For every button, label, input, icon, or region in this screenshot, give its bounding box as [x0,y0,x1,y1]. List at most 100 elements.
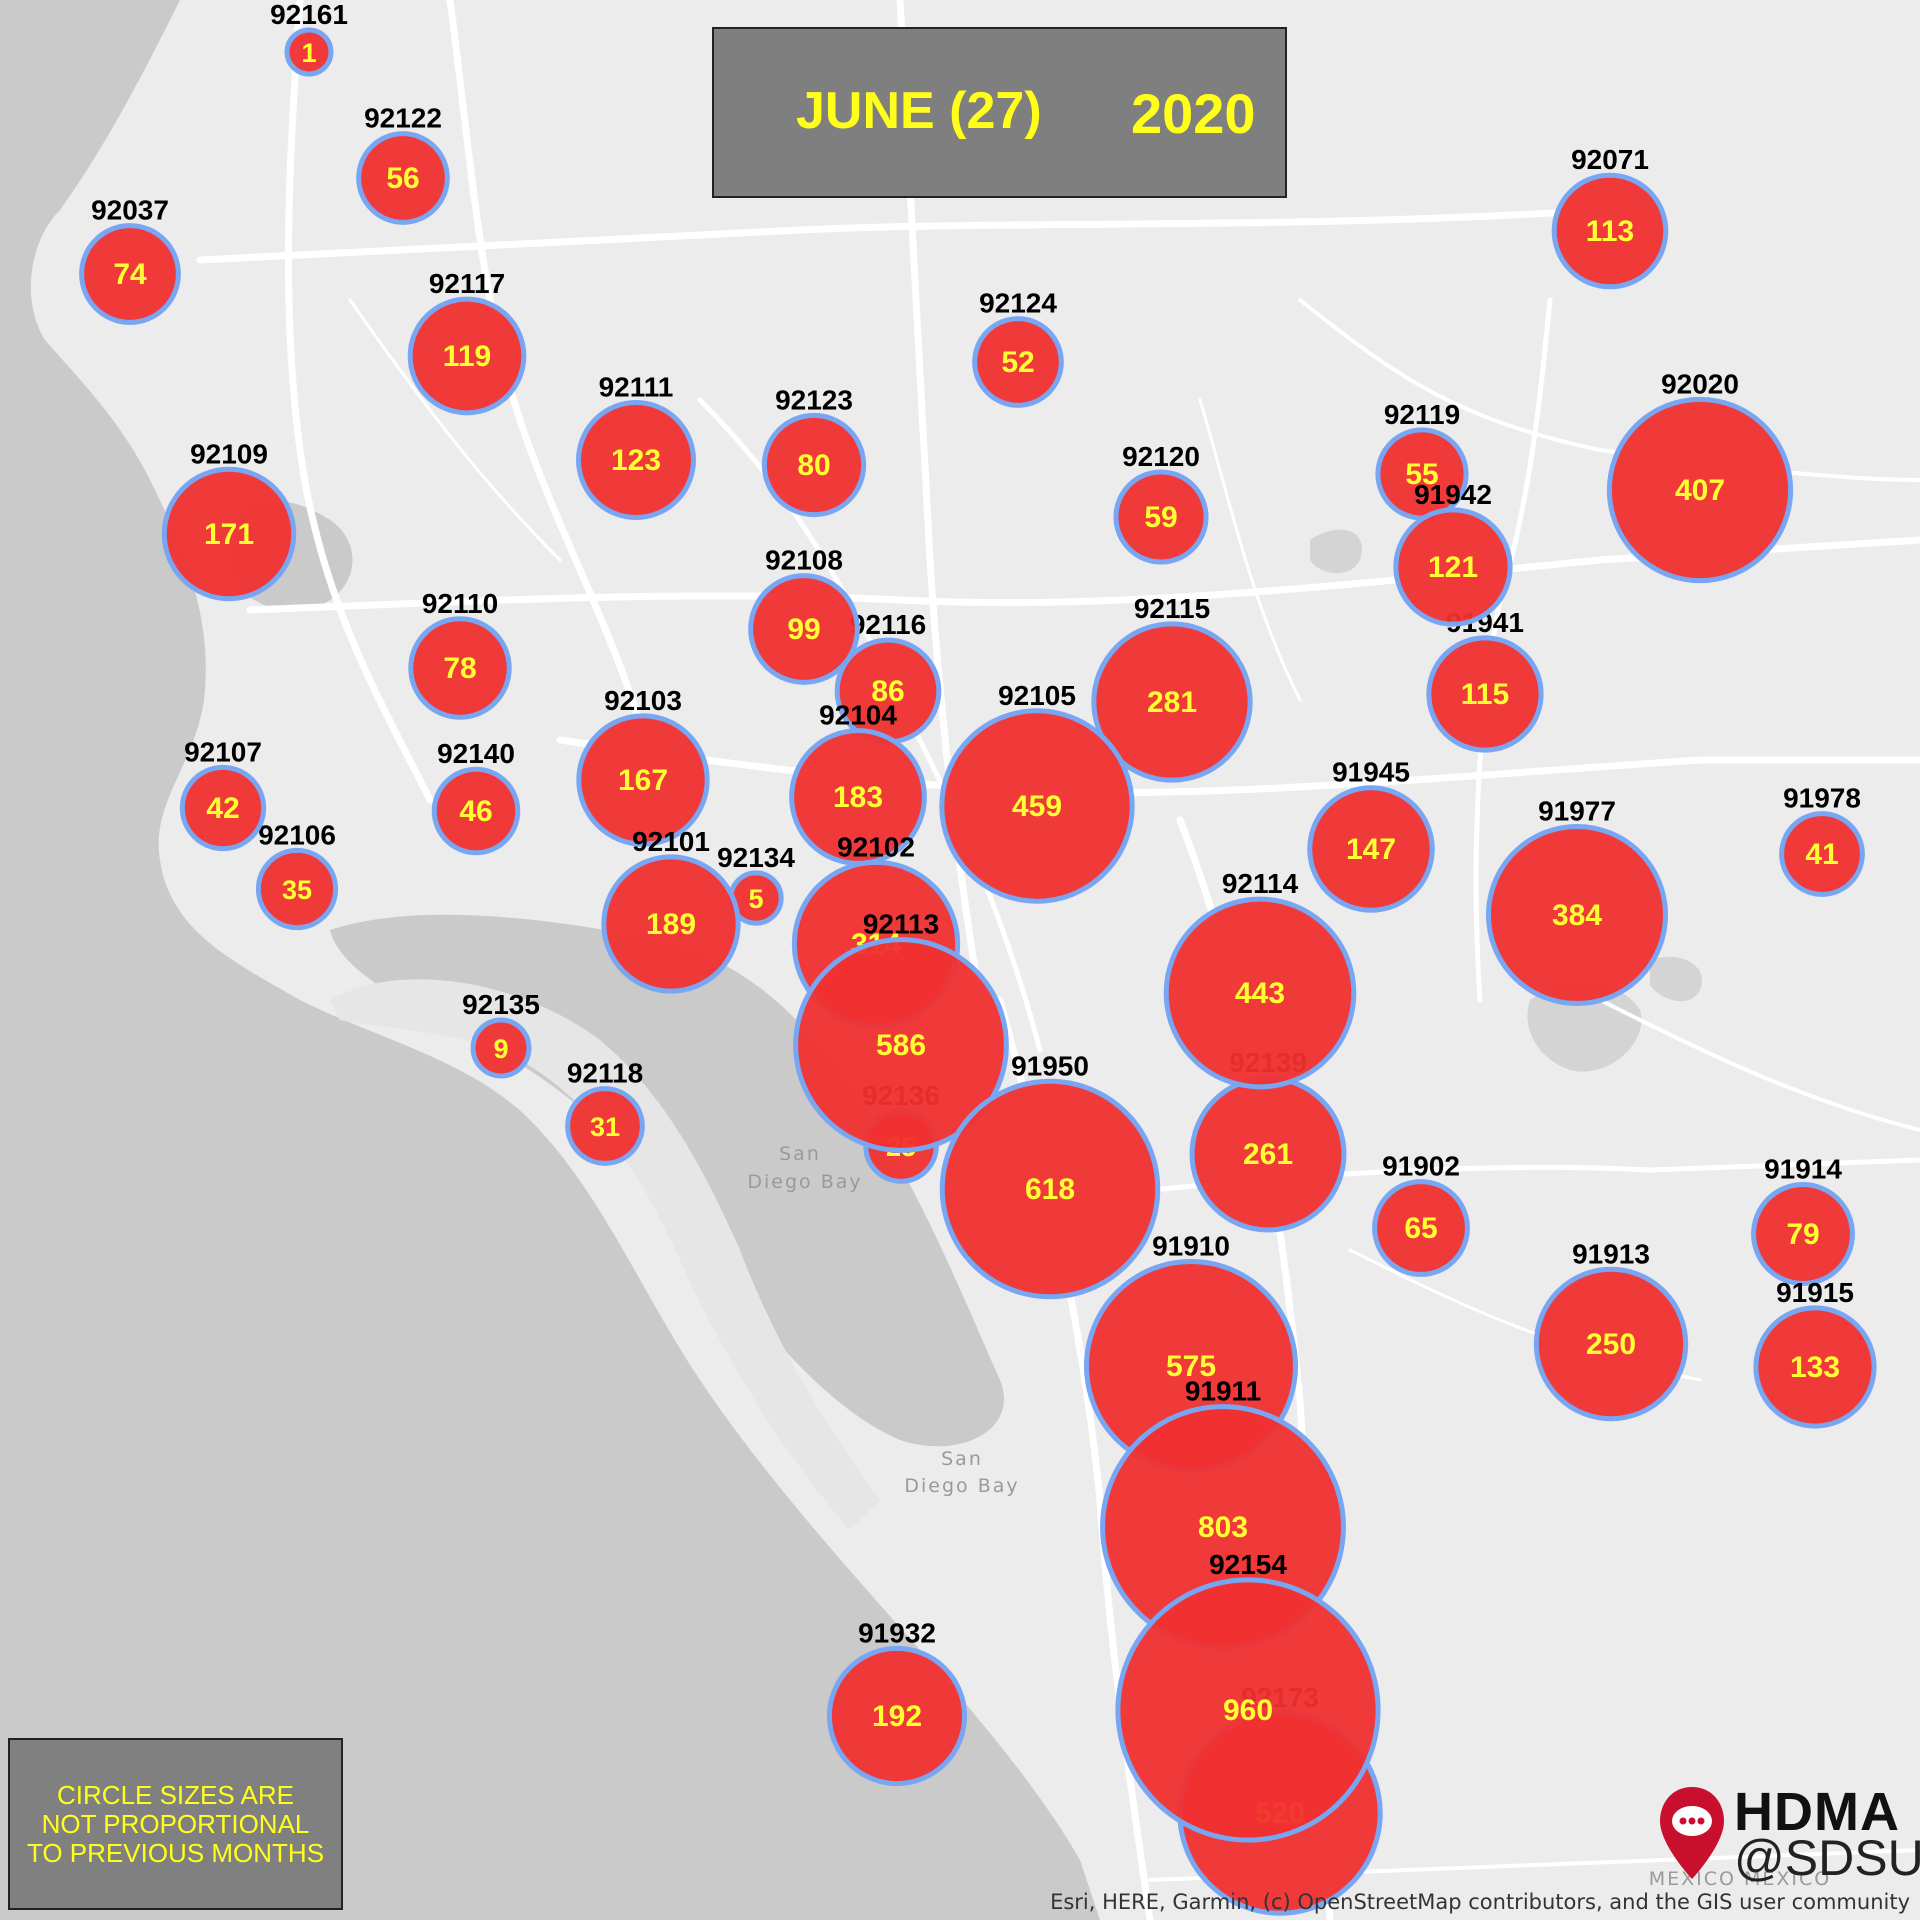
case-count-label: 86 [871,675,904,708]
case-count-label: 960 [1223,1694,1273,1727]
case-count-label: 41 [1805,838,1838,871]
zip-bubble-91977[interactable]: 384 91977 [1485,795,1669,1007]
zip-circle[interactable] [1606,396,1794,584]
zip-bubble-92122[interactable]: 56 92122 [356,103,450,225]
zip-circle[interactable] [1091,621,1253,783]
case-count-label: 1 [301,38,316,68]
zip-circle[interactable] [793,937,1009,1153]
zip-circle[interactable] [1113,469,1209,565]
zip-bubble-92108[interactable]: 99 92108 [748,545,860,685]
case-count-label: 618 [1025,1173,1075,1206]
zip-bubble-92118[interactable]: 31 92118 [565,1058,645,1166]
zip-circle[interactable] [356,131,450,225]
zip-circle[interactable] [408,616,512,720]
zip-code-label: 91911 [1185,1376,1261,1407]
case-count-label: 59 [1144,501,1177,534]
zip-bubble-92119[interactable]: 55 92119 [1375,399,1469,521]
zip-bubble-92113[interactable]: 586 92113 [793,909,1009,1153]
zip-code-label: 92103 [604,685,682,716]
zip-code-label: 91942 [1414,479,1492,510]
case-count-label: 459 [1012,790,1062,823]
zip-bubble-92135[interactable]: 9 92135 [462,989,540,1079]
zip-bubble-92111[interactable]: 123 92111 [576,372,696,520]
zip-bubble-92134[interactable]: 5 92134 [717,842,795,926]
zip-bubble-91913[interactable]: 250 91913 [1533,1238,1689,1422]
zip-circle[interactable] [1779,811,1865,897]
zip-bubble-92120[interactable]: 59 92120 [1113,441,1209,565]
zip-circle[interactable] [972,316,1064,408]
place-label-san-diego-bay: Diego Bay [747,1171,862,1193]
case-count-label: 443 [1235,977,1285,1010]
zip-bubble-91978[interactable]: 41 91978 [1779,783,1865,897]
zip-circle[interactable] [565,1086,645,1166]
logo-name: HDMA [1734,1782,1900,1842]
zip-circle[interactable] [826,1645,968,1787]
zip-bubble-92117[interactable]: 119 92117 [407,268,527,416]
zip-bubble-92124[interactable]: 52 92124 [972,288,1064,408]
zip-bubble-92115[interactable]: 281 92115 [1091,593,1253,783]
zip-circle[interactable] [1551,172,1669,290]
map-pin-chat-icon [1660,1787,1724,1879]
zip-bubble-92106[interactable]: 35 92106 [255,819,339,931]
zip-bubble-91914[interactable]: 79 91914 [1751,1154,1855,1286]
zip-circle[interactable] [284,27,334,77]
zip-bubble-92071[interactable]: 113 92071 [1551,144,1669,290]
zip-circle[interactable] [79,223,181,325]
zip-code-label: 92161 [270,0,348,30]
zip-circle[interactable] [576,400,696,520]
zip-circle[interactable] [407,296,527,416]
zip-circle[interactable] [939,708,1135,904]
zip-circle[interactable] [1533,1266,1689,1422]
zip-circle[interactable] [761,412,867,518]
zip-bubble-92154[interactable]: 960 92154 [1115,1549,1381,1843]
case-count-label: 35 [282,875,312,905]
zip-circle[interactable] [1115,1577,1381,1843]
zip-circle[interactable] [1307,785,1435,913]
zip-bubble-92114[interactable]: 443 92114 [1163,868,1357,1090]
zip-circle[interactable] [748,573,860,685]
zip-circle[interactable] [1426,635,1544,753]
zip-circle[interactable] [601,854,741,994]
zip-circle[interactable] [1485,823,1669,1007]
zip-code-label: 92106 [258,819,336,850]
zip-circle[interactable] [1753,1305,1877,1429]
zip-circle[interactable] [431,766,521,856]
zip-circle[interactable] [1163,896,1357,1090]
zip-bubble-92107[interactable]: 42 92107 [179,736,267,852]
zip-bubble-91902[interactable]: 65 91902 [1372,1151,1470,1277]
zip-bubble-92110[interactable]: 78 92110 [408,588,512,720]
zip-code-label: 91950 [1011,1050,1089,1081]
case-count-label: 384 [1552,899,1602,932]
zip-bubble-92140[interactable]: 46 92140 [431,738,521,856]
zip-bubble-92123[interactable]: 80 92123 [761,384,867,518]
zip-code-label: 91978 [1783,783,1861,814]
zip-bubble-91932[interactable]: 192 91932 [826,1617,968,1787]
zip-bubble-92109[interactable]: 171 92109 [161,438,297,602]
zip-bubble-91942[interactable]: 121 91942 [1393,479,1513,627]
zip-circle[interactable] [939,1078,1161,1300]
zip-circle[interactable] [161,466,297,602]
zip-circle[interactable] [1393,507,1513,627]
title-box: JUNE (27) 2020 [712,27,1287,198]
zip-bubble-91950[interactable]: 618 91950 [939,1050,1161,1300]
zip-circle[interactable] [1372,1179,1470,1277]
pacific-ocean [0,0,1100,1920]
zip-circle[interactable] [255,847,339,931]
zip-circle[interactable] [179,764,267,852]
zip-bubble-92161[interactable]: 1 92161 [270,0,348,77]
note-box: CIRCLE SIZES ARE NOT PROPORTIONAL TO PRE… [8,1738,343,1910]
zip-circle[interactable] [470,1017,532,1079]
zip-bubble-92037[interactable]: 74 92037 [79,195,181,325]
zip-bubble-92101[interactable]: 189 92101 [601,826,741,994]
zip-bubble-91915[interactable]: 133 91915 [1753,1277,1877,1429]
zip-code-label: 91913 [1572,1238,1650,1269]
zip-bubble-91945[interactable]: 147 91945 [1307,757,1435,913]
zip-bubble-92116[interactable]: 86 92116 [834,609,942,745]
zip-bubble-92103[interactable]: 167 92103 [576,685,710,847]
zip-circle[interactable] [576,713,710,847]
zip-bubble-92105[interactable]: 459 92105 [939,680,1135,904]
zip-code-label: 92101 [632,826,710,857]
zip-bubble-92020[interactable]: 407 92020 [1606,368,1794,584]
zip-circle[interactable] [1751,1182,1855,1286]
